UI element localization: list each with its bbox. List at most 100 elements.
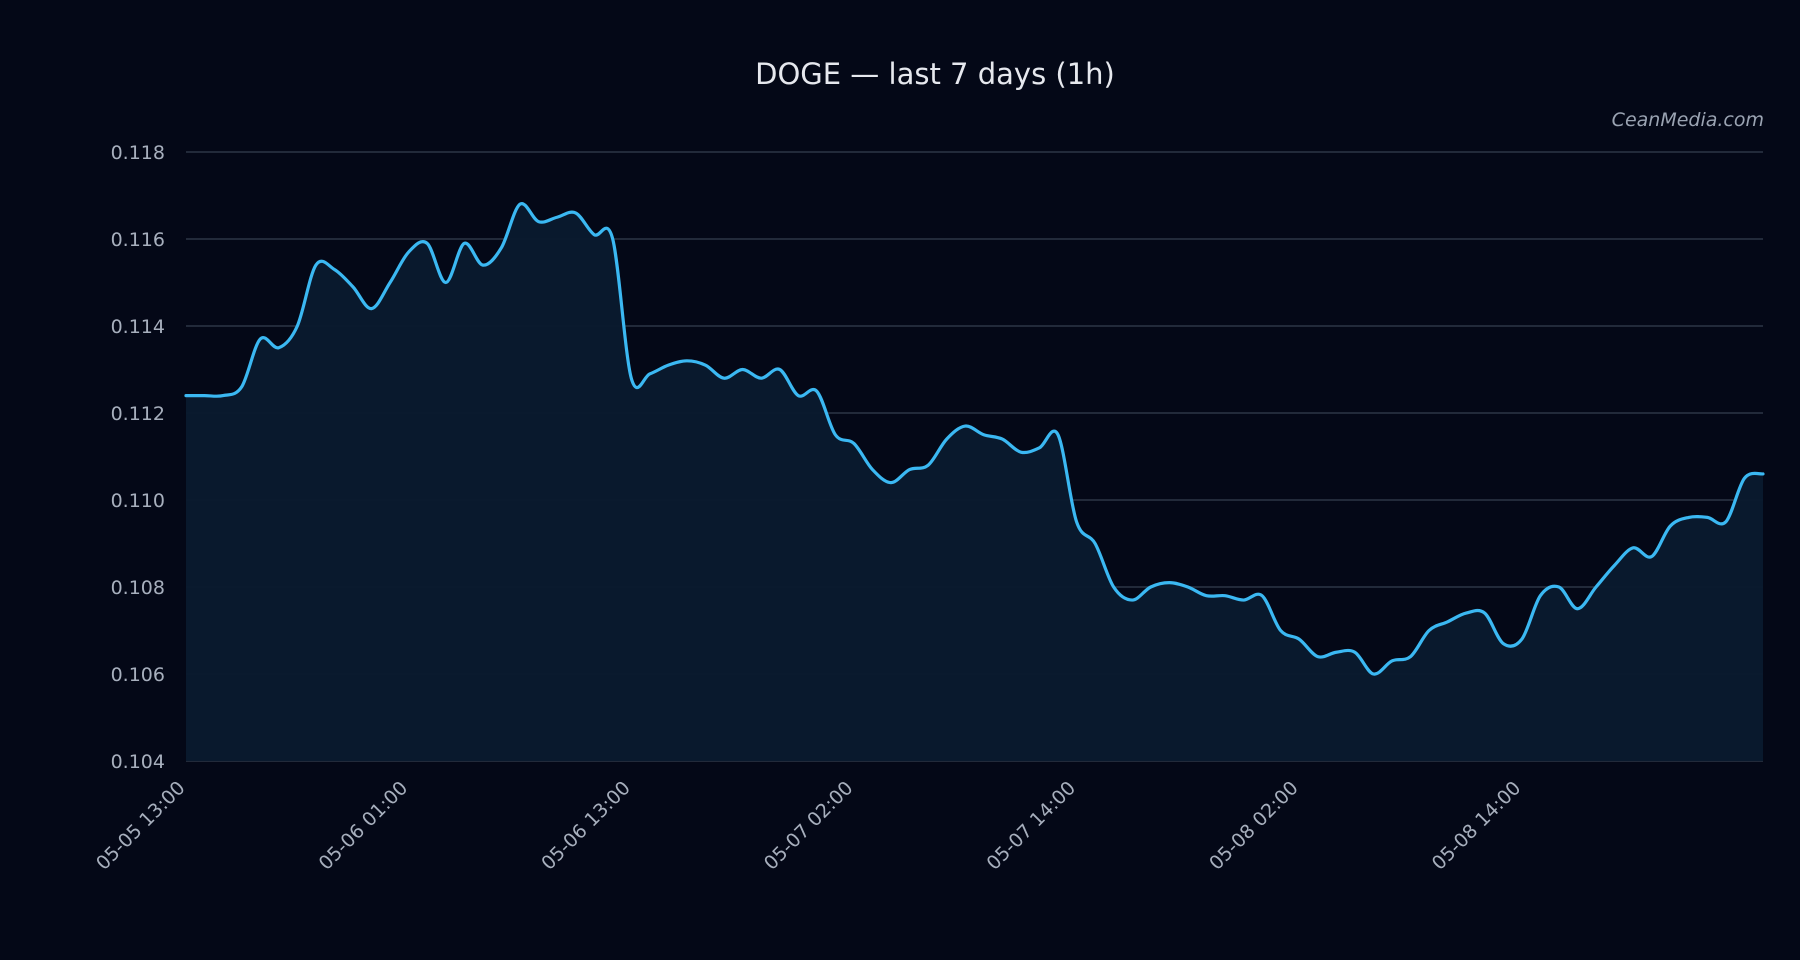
data-point: [760, 377, 762, 379]
data-point: [667, 364, 669, 366]
data-point: [426, 242, 428, 244]
data-point: [1688, 516, 1690, 518]
data-point: [296, 325, 298, 327]
data-point: [519, 203, 521, 205]
data-point: [1075, 521, 1077, 523]
data-point: [964, 425, 966, 427]
data-point: [1242, 599, 1244, 601]
data-point: [259, 338, 261, 340]
data-point: [1354, 651, 1356, 653]
data-point: [1224, 595, 1226, 597]
data-point: [278, 347, 280, 349]
data-point: [890, 481, 892, 483]
data-point: [370, 307, 372, 309]
y-tick-label: 0.106: [111, 664, 165, 686]
chart-title: DOGE — last 7 days (1h): [755, 57, 1115, 91]
data-point: [1650, 555, 1652, 557]
x-axis-ticks: 05-05 13:00 05-06 01:00 05-06 13:00 05-07 0…: [92, 777, 1525, 875]
data-point: [1038, 447, 1040, 449]
data-point: [1205, 595, 1207, 597]
data-point: [834, 434, 836, 436]
data-point: [1001, 438, 1003, 440]
data-point: [927, 464, 929, 466]
data-point: [352, 286, 354, 288]
data-point: [482, 264, 484, 266]
data-point: [500, 247, 502, 249]
data-point: [704, 364, 706, 366]
data-point: [1372, 673, 1374, 675]
data-point: [463, 242, 465, 244]
data-point: [1317, 655, 1319, 657]
data-point: [593, 233, 595, 235]
data-point: [1669, 525, 1671, 527]
data-point: [649, 373, 651, 375]
data-point: [1595, 586, 1597, 588]
data-point: [686, 360, 688, 362]
data-point: [1057, 434, 1059, 436]
data-point: [1391, 660, 1393, 662]
data-point: [333, 268, 335, 270]
data-point: [1576, 608, 1578, 610]
watermark: CeanMedia.com: [1612, 109, 1764, 131]
data-point: [1279, 629, 1281, 631]
x-tick-label: 05-08 14:00: [1428, 777, 1526, 875]
data-point: [537, 220, 539, 222]
y-tick-label: 0.110: [111, 490, 165, 512]
data-point: [1446, 621, 1448, 623]
data-point: [1261, 595, 1263, 597]
y-tick-label: 0.116: [111, 229, 165, 251]
data-point: [908, 468, 910, 470]
series-area-fill: [186, 203, 1763, 761]
data-point: [1131, 599, 1133, 601]
data-point: [853, 442, 855, 444]
x-tick-label: 05-08 02:00: [1205, 777, 1303, 875]
data-point: [630, 377, 632, 379]
y-axis-ticks: 0.104 0.106 0.108 0.110 0.112 0.114 0.116 0.118: [111, 142, 165, 773]
data-point: [1168, 581, 1170, 583]
data-point: [222, 394, 224, 396]
data-point: [778, 368, 780, 370]
data-point: [1428, 629, 1430, 631]
series-line: [184, 202, 1765, 676]
data-point: [983, 434, 985, 436]
data-point: [1020, 451, 1022, 453]
data-point: [741, 368, 743, 370]
data-point: [1094, 542, 1096, 544]
data-point: [1558, 586, 1560, 588]
data-point: [1521, 638, 1523, 640]
data-point: [945, 438, 947, 440]
data-point: [1187, 586, 1189, 588]
y-tick-label: 0.114: [111, 316, 165, 338]
data-point: [407, 251, 409, 253]
data-point: [1150, 586, 1152, 588]
series-layer: [184, 202, 1765, 761]
x-tick-label: 05-05 13:00: [92, 777, 190, 875]
data-point: [612, 238, 614, 240]
data-point: [1743, 477, 1745, 479]
data-point: [1409, 655, 1411, 657]
x-tick-label: 05-07 02:00: [760, 777, 858, 875]
data-point: [240, 386, 242, 388]
data-point: [816, 390, 818, 392]
data-point: [1539, 595, 1541, 597]
data-point: [315, 264, 317, 266]
data-point: [185, 394, 187, 396]
data-point: [1298, 638, 1300, 640]
data-point: [445, 281, 447, 283]
data-point: [556, 216, 558, 218]
data-point: [1484, 612, 1486, 614]
data-point: [1725, 521, 1727, 523]
x-tick-label: 05-06 13:00: [537, 777, 635, 875]
data-point: [389, 281, 391, 283]
data-point: [1762, 473, 1764, 475]
data-point: [1613, 564, 1615, 566]
data-point: [1465, 612, 1467, 614]
data-point: [797, 394, 799, 396]
data-point: [1335, 651, 1337, 653]
y-tick-label: 0.118: [111, 142, 165, 164]
data-point: [723, 377, 725, 379]
y-tick-label: 0.112: [111, 403, 165, 425]
data-point: [1632, 547, 1634, 549]
